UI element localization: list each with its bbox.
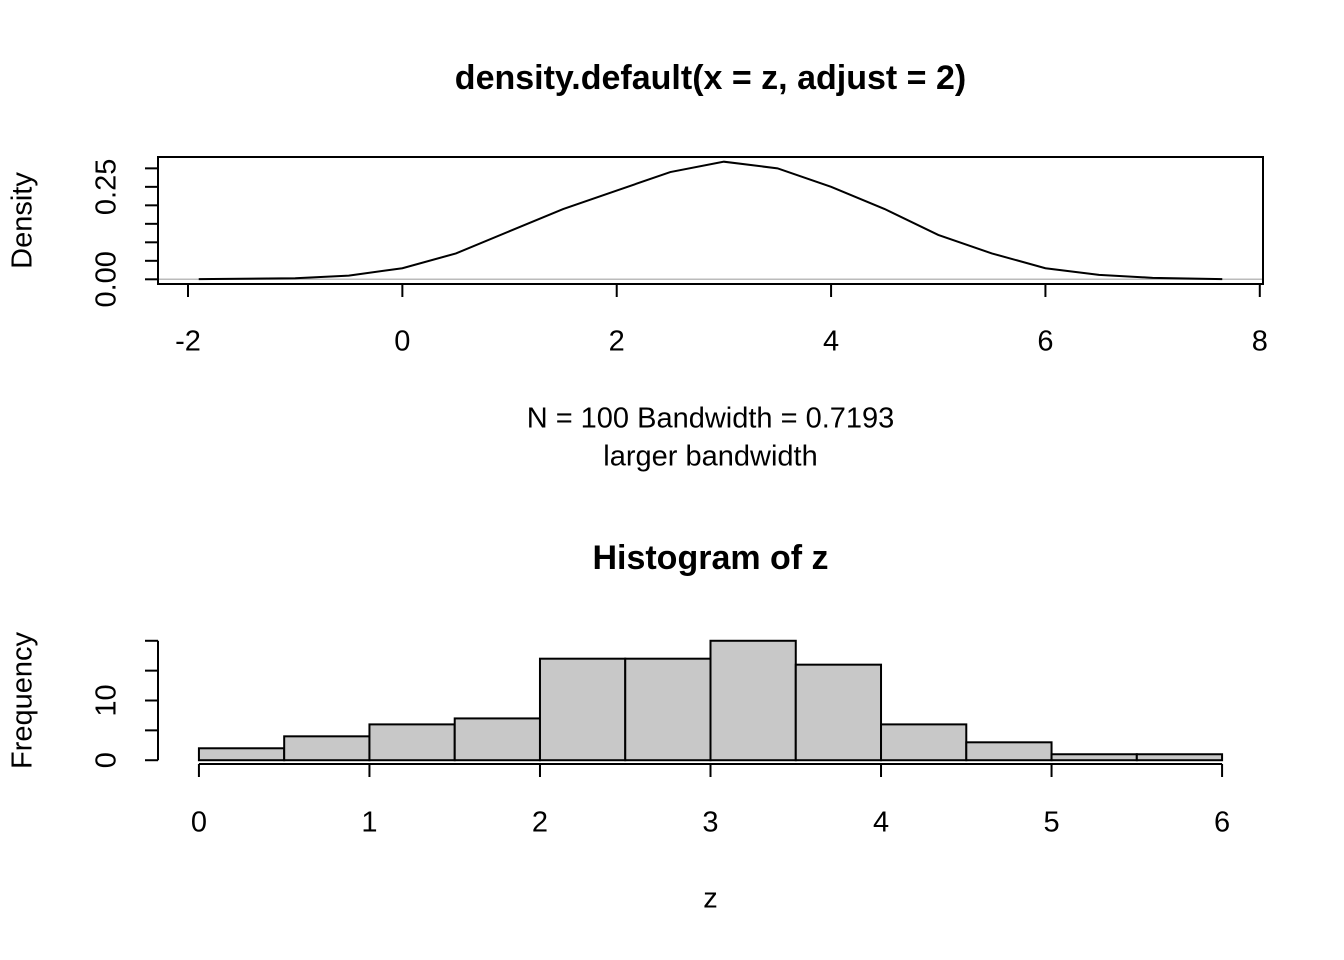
x-tick-label: 2 (609, 326, 625, 358)
histogram-bar (709, 639, 797, 762)
x-tick-label: 0 (394, 326, 410, 358)
x-axis-label: z (703, 883, 718, 915)
histogram-bar (965, 741, 1053, 762)
y-axis-label: Frequency (7, 631, 39, 769)
histogram-bar (624, 657, 712, 762)
histogram-bar (368, 723, 456, 762)
x-tick-label: 6 (1214, 807, 1230, 839)
y-tick-label: 10 (91, 684, 123, 716)
x-tick-label: -2 (175, 326, 201, 358)
x-tick-label: 8 (1252, 326, 1268, 358)
x-tick-label: 2 (532, 807, 548, 839)
histogram-bar (283, 735, 371, 762)
chart-title: density.default(x = z, adjust = 2) (455, 59, 966, 97)
plot-box (157, 156, 1264, 285)
histogram-bar (197, 747, 286, 762)
histogram-bar (453, 717, 541, 762)
x-tick-label: 4 (823, 326, 839, 358)
x-tick-label: 5 (1043, 807, 1059, 839)
histogram-bar (794, 663, 883, 762)
y-tick-label: 0.00 (91, 251, 123, 307)
density-line (198, 160, 1223, 281)
x-tick-label: 4 (873, 807, 889, 839)
histogram-bar (880, 723, 968, 762)
y-tick-label: 0.25 (91, 159, 123, 215)
x-tick-label: 0 (191, 807, 207, 839)
subtitle: N = 100 Bandwidth = 0.7193 (527, 403, 895, 435)
x-tick-label: 6 (1037, 326, 1053, 358)
histogram-bar (1135, 753, 1224, 762)
x-axis-label: larger bandwidth (603, 441, 817, 473)
y-axis-label: Density (7, 172, 39, 269)
histogram-bar (1050, 753, 1138, 762)
chart-title: Histogram of z (592, 539, 828, 577)
histogram-bar (538, 657, 627, 762)
y-tick-label: 0 (91, 752, 123, 768)
x-tick-label: 3 (702, 807, 718, 839)
x-tick-label: 1 (361, 807, 377, 839)
